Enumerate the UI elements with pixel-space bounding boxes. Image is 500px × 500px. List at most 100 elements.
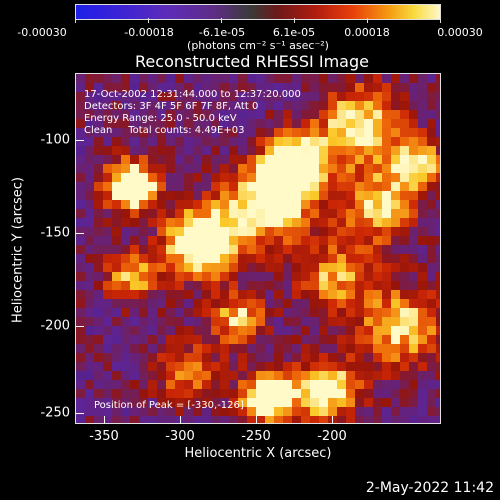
- heatmap-cell: [319, 164, 329, 174]
- heatmap-cell: [220, 137, 230, 147]
- heatmap-cell: [193, 209, 203, 219]
- heatmap-cell: [184, 254, 194, 264]
- heatmap-cell: [121, 191, 131, 201]
- heatmap-cell: [103, 74, 113, 84]
- heatmap-cell: [310, 146, 320, 156]
- heatmap-cell: [166, 209, 176, 219]
- heatmap-cell: [337, 281, 347, 291]
- heatmap-cell: [382, 254, 392, 264]
- heatmap-cell: [373, 317, 383, 327]
- heatmap-cell: [103, 128, 113, 138]
- heatmap-cell: [373, 128, 383, 138]
- heatmap-cell: [265, 146, 275, 156]
- heatmap-cell: [247, 353, 257, 363]
- heatmap-cell: [391, 119, 401, 129]
- heatmap-cell: [238, 317, 248, 327]
- heatmap-cell: [220, 344, 230, 354]
- heatmap-cell: [193, 263, 203, 273]
- heatmap-cell: [274, 380, 284, 390]
- heatmap-cell: [193, 290, 203, 300]
- heatmap-cell: [247, 317, 257, 327]
- heatmap-cell: [229, 110, 239, 120]
- heatmap-cell: [121, 164, 131, 174]
- heatmap-cell: [139, 182, 149, 192]
- heatmap-cell: [103, 353, 113, 363]
- heatmap-cell: [139, 92, 149, 102]
- heatmap-cell: [364, 389, 374, 399]
- heatmap-cell: [436, 101, 440, 111]
- heatmap-cell: [283, 74, 293, 84]
- heatmap-cell: [355, 263, 365, 273]
- heatmap-cell: [175, 416, 185, 423]
- heatmap-cell: [121, 236, 131, 246]
- heatmap-cell: [247, 371, 257, 381]
- heatmap-cell: [130, 344, 140, 354]
- heatmap-cell: [418, 128, 428, 138]
- heatmap-cell: [76, 371, 86, 381]
- heatmap-cell: [202, 146, 212, 156]
- heatmap-cell: [373, 299, 383, 309]
- heatmap-cell: [103, 380, 113, 390]
- heatmap-cell: [274, 344, 284, 354]
- heatmap-cell: [274, 317, 284, 327]
- heatmap-cell: [247, 74, 257, 84]
- heatmap-cell: [238, 299, 248, 309]
- heatmap-cell: [85, 299, 95, 309]
- heatmap-cell: [373, 200, 383, 210]
- heatmap-cell: [202, 407, 212, 417]
- heatmap-cell: [256, 92, 266, 102]
- heatmap-cell: [382, 398, 392, 408]
- x-tick-label: -350: [89, 429, 119, 444]
- heatmap-cell: [85, 209, 95, 219]
- heatmap-cell: [85, 380, 95, 390]
- heatmap-cell: [130, 137, 140, 147]
- heatmap-cell: [418, 245, 428, 255]
- heatmap-cell: [310, 389, 320, 399]
- colorbar-tick-label: -6.1e-05: [198, 26, 246, 39]
- heatmap-cell: [427, 209, 437, 219]
- heatmap-cell: [301, 101, 311, 111]
- heatmap-cell: [292, 281, 302, 291]
- heatmap-cell: [427, 92, 437, 102]
- heatmap-cell: [103, 389, 113, 399]
- heatmap-cell: [355, 407, 365, 417]
- heatmap-cell: [247, 362, 257, 372]
- heatmap-cell: [283, 236, 293, 246]
- heatmap-cell: [121, 146, 131, 156]
- heatmap-cell: [202, 344, 212, 354]
- heatmap-cell: [112, 128, 122, 138]
- heatmap-cell: [247, 209, 257, 219]
- heatmap-cell: [328, 218, 338, 228]
- heatmap-cell: [157, 155, 167, 165]
- heatmap-cell: [418, 290, 428, 300]
- heatmap-cell: [328, 83, 338, 93]
- heatmap-cell: [229, 74, 239, 84]
- heatmap-cell: [265, 227, 275, 237]
- heatmap-cell: [166, 245, 176, 255]
- heatmap-cell: [256, 164, 266, 174]
- heatmap-cell: [355, 155, 365, 165]
- heatmap-cell: [310, 326, 320, 336]
- heatmap-cell: [157, 227, 167, 237]
- heatmap-cell: [373, 137, 383, 147]
- colorbar: [75, 4, 441, 20]
- heatmap-cell: [148, 335, 158, 345]
- heatmap-cell: [292, 299, 302, 309]
- heatmap-cell: [211, 416, 221, 423]
- heatmap-cell: [418, 317, 428, 327]
- heatmap-cell: [256, 245, 266, 255]
- heatmap-cell: [202, 200, 212, 210]
- heatmap-cell: [274, 200, 284, 210]
- heatmap-cell: [184, 416, 194, 423]
- heatmap-cell: [130, 182, 140, 192]
- heatmap-cell: [184, 362, 194, 372]
- heatmap-cell: [157, 245, 167, 255]
- heatmap-cell: [121, 173, 131, 183]
- heatmap-cell: [382, 335, 392, 345]
- heatmap-cell: [202, 263, 212, 273]
- heatmap-cell: [337, 362, 347, 372]
- heatmap-cell: [139, 155, 149, 165]
- heatmap-cell: [346, 218, 356, 228]
- heatmap-cell: [202, 119, 212, 129]
- heatmap-cell: [265, 362, 275, 372]
